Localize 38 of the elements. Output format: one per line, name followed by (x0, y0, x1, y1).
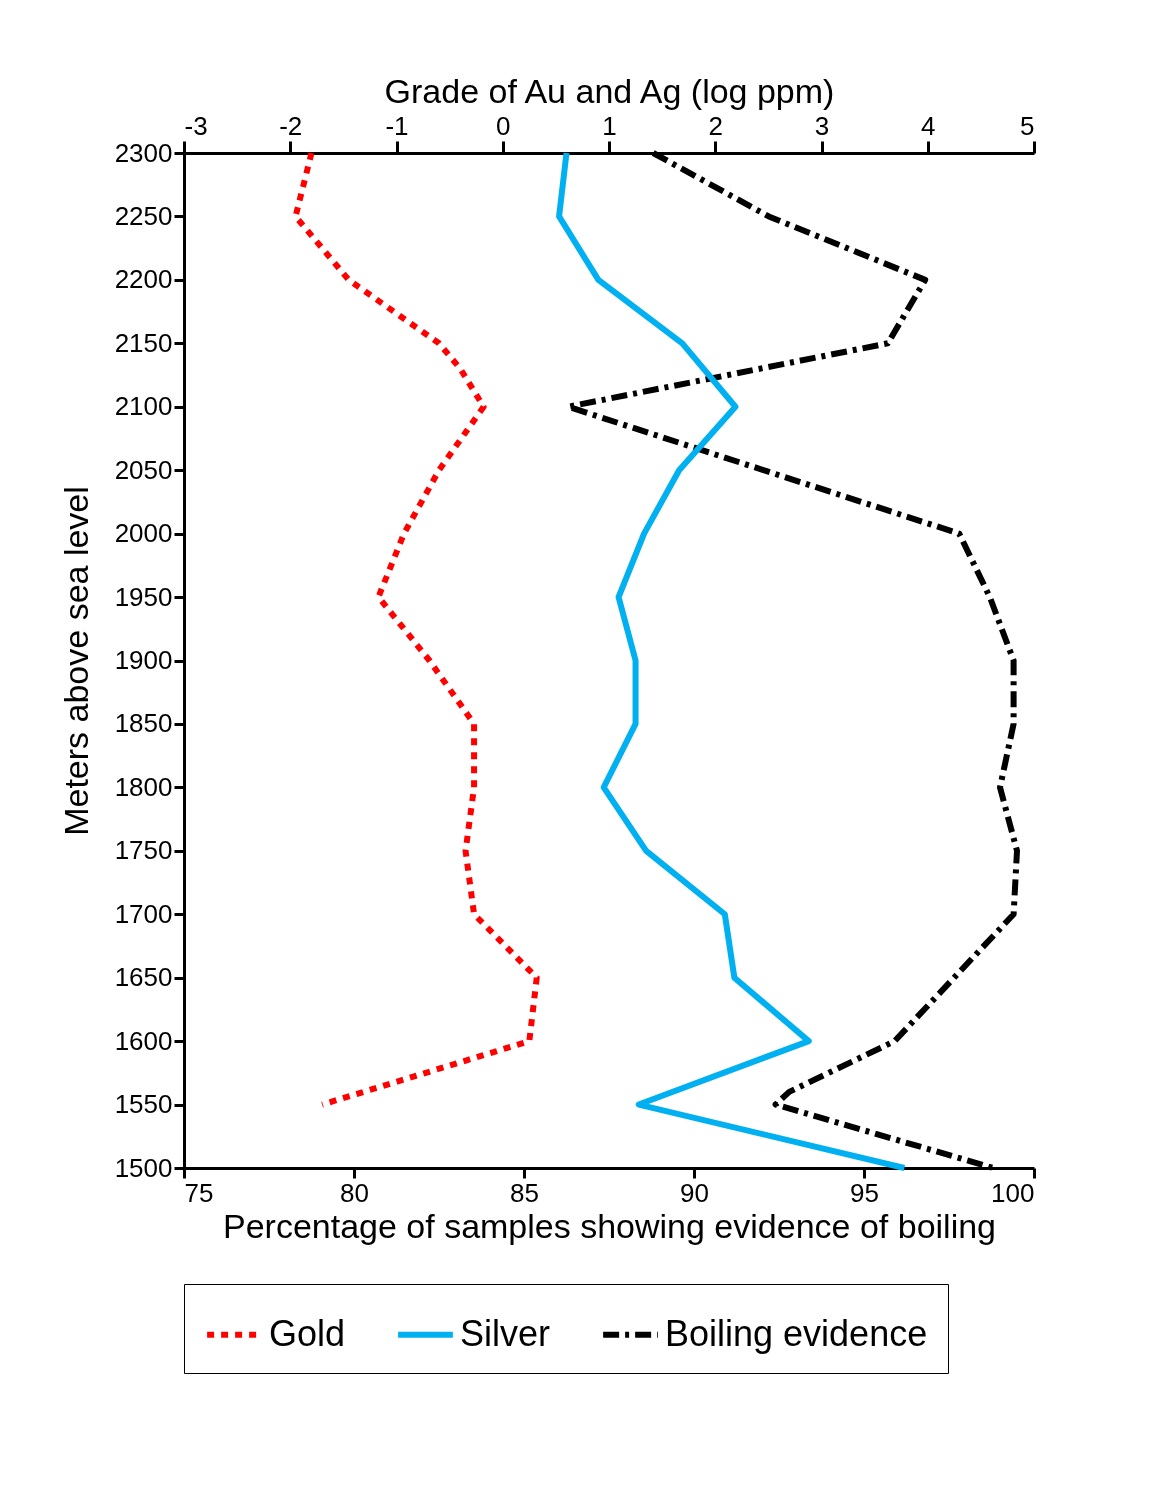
y-tick-label: 1950 (114, 581, 173, 612)
y-tick-label: 1600 (114, 1025, 173, 1056)
y-tick-label: 1550 (114, 1089, 173, 1120)
x2-tick-label: 4 (921, 110, 936, 141)
x2-tick-label: 1 (602, 110, 617, 141)
x2-tick-label: 2 (708, 110, 723, 141)
y-tick-label: 2150 (114, 327, 173, 358)
x-tick-label: 75 (184, 1177, 214, 1208)
legend-label: Gold (269, 1312, 346, 1354)
y-tick-label: 2200 (114, 264, 173, 295)
x2-tick-label: 0 (496, 110, 511, 141)
x-tick-label: 95 (850, 1177, 879, 1208)
x-tick-label: 80 (340, 1177, 369, 1208)
y-tick-label: 2000 (114, 518, 173, 549)
y-tick-label: 1500 (114, 1152, 173, 1183)
y-axis-title: Meters above sea level (56, 486, 95, 836)
x-tick-label: 90 (680, 1177, 709, 1208)
x2-axis-title: Grade of Au and Ag (log ppm) (384, 71, 835, 110)
x2-tick-label: -2 (279, 110, 303, 141)
x2-tick-label: -3 (184, 110, 208, 141)
y-tick-label: 1650 (114, 962, 173, 993)
legend-label: Silver (460, 1312, 551, 1354)
y-tick-label: 2250 (114, 200, 173, 231)
x2-tick-label: -1 (385, 110, 409, 141)
y-tick-label: 1900 (114, 645, 173, 675)
y-tick-label: 2300 (114, 137, 173, 168)
x-tick-label: 100 (991, 1177, 1035, 1208)
y-tick-label: 2100 (114, 391, 173, 422)
x-tick-label: 85 (510, 1177, 539, 1208)
y-tick-label: 1850 (114, 708, 173, 739)
legend-label: Boiling evidence (665, 1312, 928, 1354)
x2-tick-label: 5 (1020, 110, 1035, 141)
y-tick-label: 1750 (114, 835, 173, 866)
y-tick-label: 1800 (114, 771, 173, 802)
x-axis-title: Percentage of samples showing evidence of boiling (222, 1206, 997, 1245)
x2-tick-label: 3 (814, 110, 830, 141)
y-tick-label: 2050 (114, 454, 173, 485)
y-tick-label: 1700 (114, 898, 173, 929)
